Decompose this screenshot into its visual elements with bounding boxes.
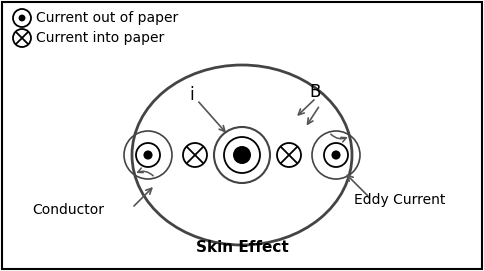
Circle shape (233, 146, 251, 164)
Text: Current out of paper: Current out of paper (36, 11, 178, 25)
Text: B: B (309, 83, 321, 101)
Circle shape (277, 143, 301, 167)
Text: Skin Effect: Skin Effect (196, 240, 288, 256)
Circle shape (136, 143, 160, 167)
Circle shape (143, 150, 152, 160)
Text: Current into paper: Current into paper (36, 31, 164, 45)
Circle shape (18, 15, 26, 21)
Circle shape (13, 29, 31, 47)
Circle shape (224, 137, 260, 173)
Circle shape (13, 9, 31, 27)
Circle shape (324, 143, 348, 167)
Circle shape (332, 150, 341, 160)
Text: Conductor: Conductor (32, 203, 104, 217)
Circle shape (183, 143, 207, 167)
Text: i: i (190, 86, 194, 104)
Text: Eddy Current: Eddy Current (354, 193, 446, 207)
